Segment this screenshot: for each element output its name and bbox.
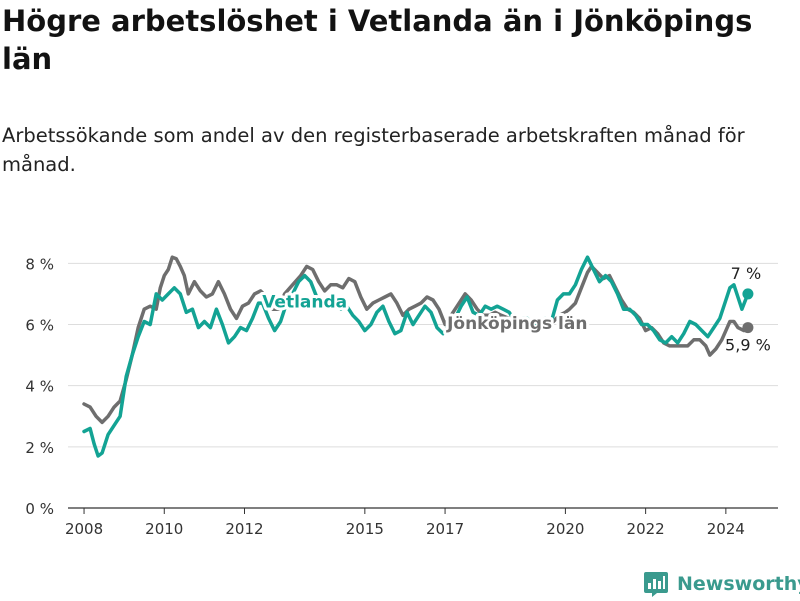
series-end-label: 7 % <box>731 264 761 283</box>
series-end-point-vetlanda <box>742 288 754 300</box>
x-tick-label: 2020 <box>546 520 584 538</box>
x-tick-label: 2012 <box>225 520 263 538</box>
y-tick-label: 0 % <box>25 500 54 518</box>
grid-layer <box>68 262 778 514</box>
brand-name: Newsworthy <box>677 573 800 595</box>
chart-subtitle: Arbetssökande som andel av den registerb… <box>2 124 745 176</box>
series-layer <box>82 255 754 458</box>
x-tick-label: 2017 <box>426 520 464 538</box>
x-tick-label: 2010 <box>145 520 183 538</box>
series-end-label: 5,9 % <box>725 336 771 355</box>
y-tick-label: 2 % <box>25 439 54 457</box>
chart-title: Högre arbetslöshet i Vetlanda än i Jönkö… <box>2 4 753 76</box>
series-line-vetlanda <box>82 255 750 458</box>
y-tick-label: 8 % <box>25 255 54 273</box>
series-name-label: Vetlanda <box>262 293 347 313</box>
y-tick-label: 4 % <box>25 378 54 396</box>
brand-logo: Newsworthy <box>643 567 800 601</box>
newsworthy-logo-icon <box>644 572 668 597</box>
x-tick-label: 2022 <box>627 520 665 538</box>
series-end-point-j-nk-pings-l-n <box>742 322 754 334</box>
y-tick-label: 6 % <box>25 317 54 335</box>
x-tick-label: 2024 <box>707 520 745 538</box>
x-tick-label: 2015 <box>346 520 384 538</box>
label-layer: 0 % 2 % 4 % 6 % 8 % 2008 2010 2012 2015 2017 2020 2… <box>25 255 770 538</box>
series-name-label: Jönköpings län <box>446 314 587 334</box>
series-line-j-nk-pings-l-n <box>82 255 750 425</box>
x-tick-label: 2008 <box>65 520 103 538</box>
